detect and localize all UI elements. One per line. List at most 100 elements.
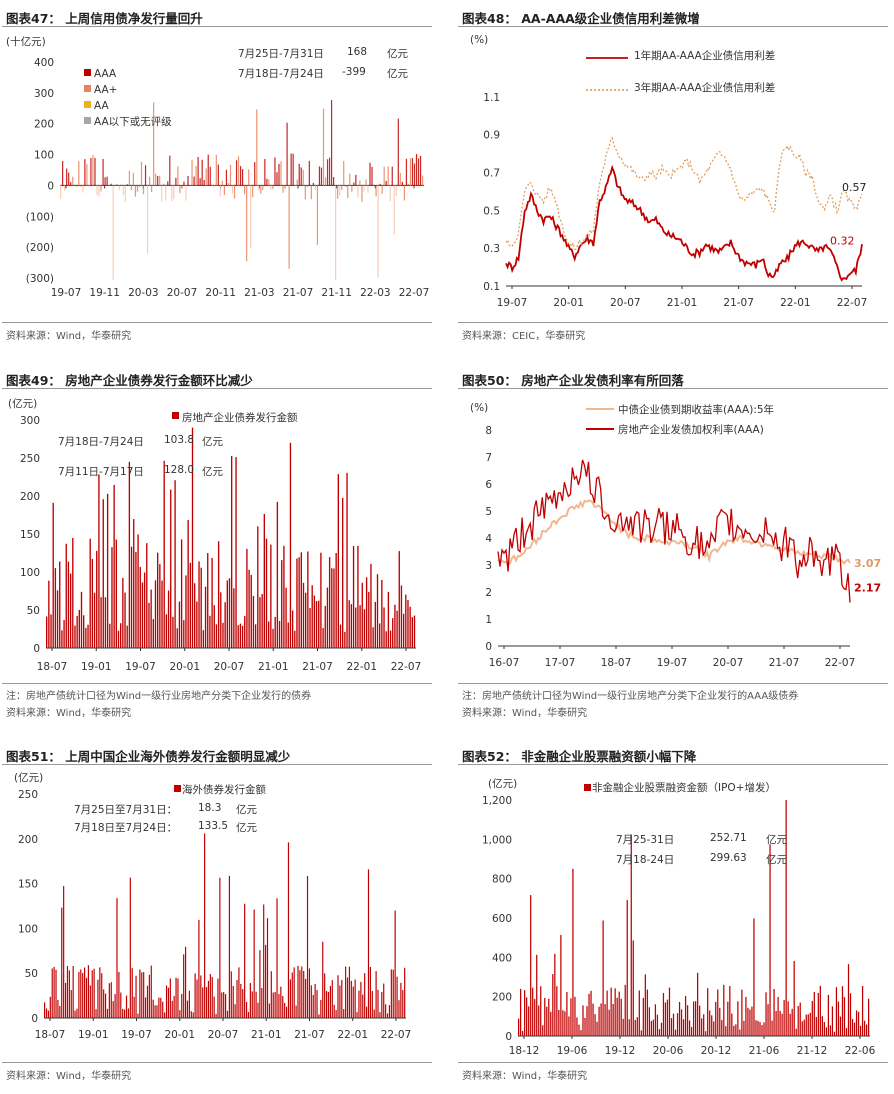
- unit-label: (亿元): [14, 770, 43, 785]
- bar: [349, 967, 350, 1018]
- bar: [281, 560, 282, 648]
- bar: [828, 995, 829, 1036]
- bar: [264, 159, 265, 185]
- bar: [391, 969, 392, 1018]
- annotation-value: 133.5: [198, 820, 228, 832]
- bar: [170, 490, 171, 648]
- bar: [389, 1005, 390, 1018]
- bar: [132, 968, 133, 1018]
- x-tick-label: 21-07: [294, 1029, 325, 1041]
- bar: [83, 615, 84, 648]
- bar: [130, 878, 131, 1018]
- y-tick-label: 800: [492, 874, 512, 886]
- bar: [244, 904, 245, 1018]
- bar: [68, 173, 69, 186]
- source-rule: [458, 1062, 888, 1063]
- bar: [367, 185, 368, 192]
- bar: [204, 833, 205, 1018]
- bar: [109, 983, 110, 1018]
- bar: [665, 1002, 666, 1036]
- bar: [320, 1000, 321, 1018]
- bar: [534, 999, 535, 1036]
- bar: [342, 498, 343, 648]
- bar: [229, 578, 230, 648]
- bar: [590, 991, 591, 1036]
- bar: [366, 1007, 367, 1018]
- bar: [92, 155, 93, 185]
- annotation-value: 252.71: [710, 832, 747, 844]
- x-tick-label: 22-03: [360, 287, 391, 299]
- bar: [141, 162, 142, 186]
- bar: [301, 167, 302, 185]
- y-tick-label: 0: [505, 1031, 512, 1043]
- bar: [388, 166, 389, 185]
- bar: [846, 1028, 847, 1036]
- y-tick-label: 8: [485, 425, 492, 437]
- bar: [550, 1012, 551, 1036]
- y-tick-label: 1.1: [483, 92, 500, 104]
- bar: [613, 1004, 614, 1036]
- bar: [548, 999, 549, 1036]
- end-label: 2.17: [854, 581, 881, 594]
- bar: [181, 539, 182, 648]
- bar: [193, 177, 194, 186]
- legend-label: AA: [94, 100, 109, 112]
- bar: [143, 185, 144, 194]
- bar: [59, 1006, 60, 1018]
- bar: [235, 457, 236, 648]
- x-tick-label: 22-01: [780, 297, 811, 309]
- bar: [292, 610, 293, 648]
- note-text: 注：房地产债统计口径为Wind一级行业房地产分类下企业发行的AAA级债券: [462, 687, 798, 702]
- bar: [639, 990, 640, 1036]
- bar: [669, 988, 670, 1036]
- bar: [189, 991, 190, 1018]
- bar: [344, 632, 345, 648]
- bar: [598, 1007, 599, 1036]
- bar: [343, 1009, 344, 1018]
- bar: [355, 607, 356, 648]
- bar: [327, 159, 328, 185]
- bar: [220, 592, 221, 648]
- bar: [48, 1011, 49, 1018]
- bar: [368, 592, 369, 648]
- bar: [177, 628, 178, 648]
- bar: [55, 970, 56, 1018]
- bar: [253, 596, 254, 648]
- bar: [238, 967, 239, 1018]
- y-tick-label: 0: [485, 641, 492, 653]
- bar: [336, 1010, 337, 1018]
- end-label: 3.07: [854, 557, 881, 570]
- bar: [226, 170, 227, 186]
- bar: [866, 1025, 867, 1036]
- chart-title: 图表48： AA-AAA级企业债信用利差微增: [462, 8, 700, 27]
- bar: [703, 1014, 704, 1036]
- bar: [84, 968, 85, 1018]
- bar: [214, 605, 215, 648]
- bar: [240, 984, 241, 1018]
- bar: [276, 898, 277, 1018]
- bar: [179, 601, 180, 648]
- bar: [137, 534, 138, 648]
- bar: [246, 549, 247, 648]
- bar: [322, 942, 323, 1018]
- bar: [171, 185, 172, 201]
- legend-label: 房地产企业债券发行金额: [182, 410, 298, 425]
- annotation-unit: 亿元: [202, 434, 223, 449]
- bar: [337, 975, 338, 1018]
- bar: [118, 972, 119, 1018]
- bar: [201, 568, 202, 648]
- bar: [379, 1012, 380, 1018]
- bar: [283, 546, 284, 648]
- bar: [209, 616, 210, 648]
- legend-label: 海外债券发行金额: [182, 782, 266, 797]
- bar: [769, 844, 770, 1036]
- bar: [400, 983, 401, 1018]
- bar: [71, 990, 72, 1018]
- bar: [244, 616, 245, 648]
- bar: [107, 177, 108, 186]
- bar: [252, 185, 253, 197]
- bar: [353, 546, 354, 648]
- bar: [285, 588, 286, 648]
- x-tick-label: 18-07: [37, 661, 68, 673]
